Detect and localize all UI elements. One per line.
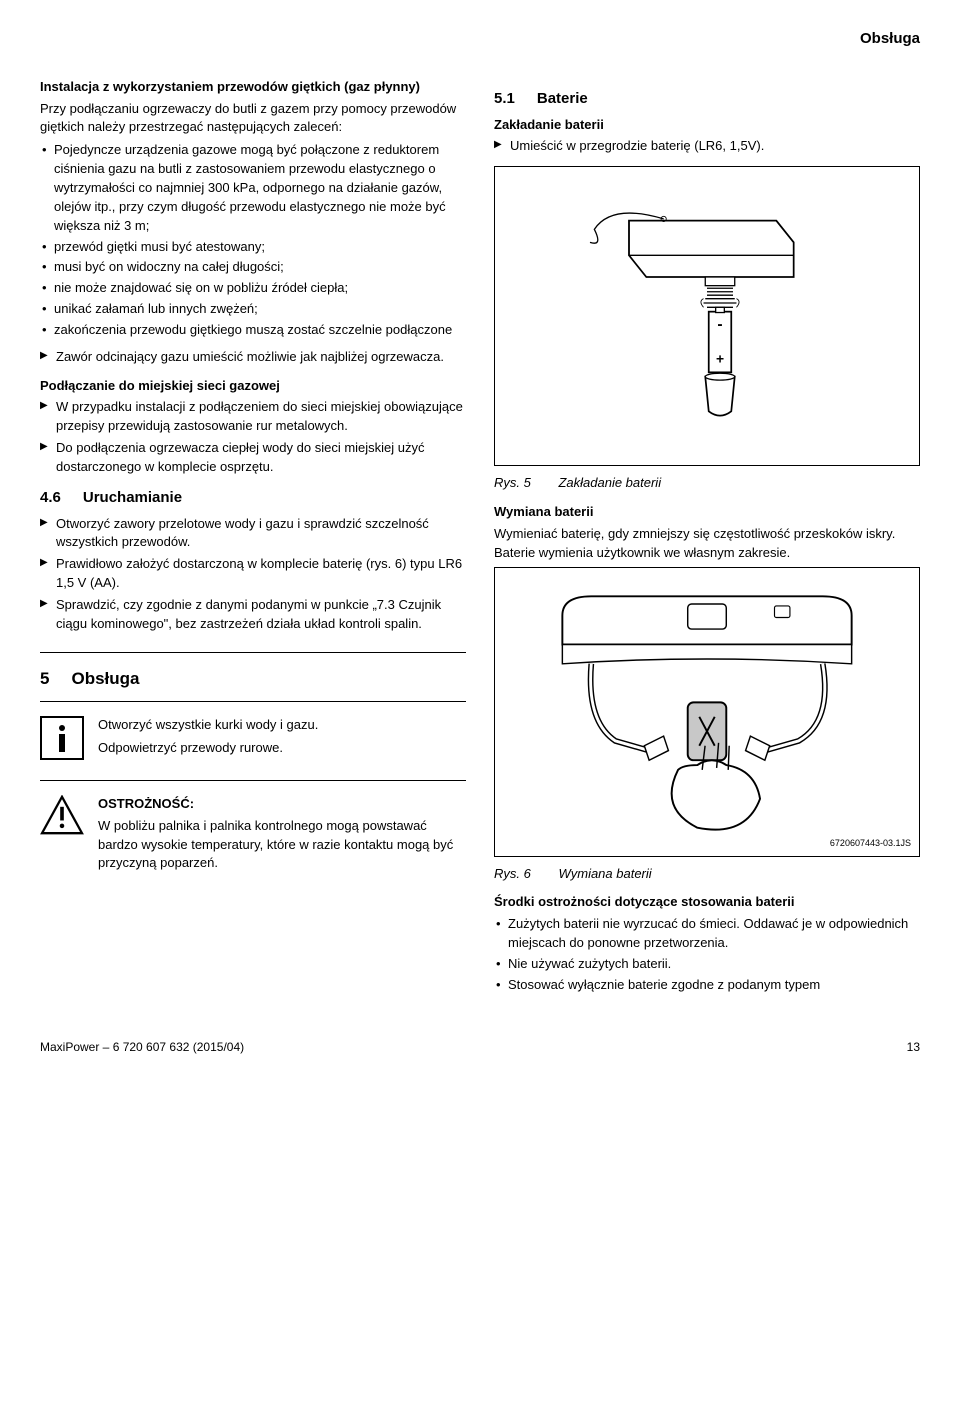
heading-city-gas: Podłączanie do miejskiej sieci gazowej — [40, 377, 466, 396]
footer-page-number: 13 — [907, 1039, 920, 1056]
list-item: nie może znajdować się on w pobliżu źród… — [40, 279, 466, 298]
list-item: przewód giętki musi być atestowany; — [40, 238, 466, 257]
valve-instruction: Zawór odcinający gazu umieścić możliwie … — [40, 348, 466, 367]
section-number: 5 — [40, 667, 49, 692]
section-number: 5.1 — [494, 88, 515, 110]
city-gas-list: W przypadku instalacji z podłączeniem do… — [40, 398, 466, 476]
figure-title: Wymiana baterii — [558, 866, 651, 881]
flex-install-list: Pojedyncze urządzenia gazowe mogą być po… — [40, 141, 466, 339]
section-5: 5 Obsługa — [40, 667, 466, 692]
battery-safety-list: Zużytych baterii nie wyrzucać do śmieci.… — [494, 915, 920, 994]
heading-battery-safety: Środki ostrożności dotyczące stosowania … — [494, 893, 920, 912]
warning-title: OSTROŻNOŚĆ: — [98, 795, 466, 814]
list-item: Umieścić w przegrodzie baterię (LR6, 1,5… — [494, 137, 920, 156]
section-title: Uruchamianie — [83, 487, 182, 509]
warning-box: OSTROŻNOŚĆ: W pobliżu palnika i palnika … — [40, 795, 466, 877]
para-flex-install: Przy podłączaniu ogrzewaczy do butli z g… — [40, 100, 466, 138]
list-item: Zawór odcinający gazu umieścić możliwie … — [40, 348, 466, 367]
list-item: W przypadku instalacji z podłączeniem do… — [40, 398, 466, 436]
heading-battery-install: Zakładanie baterii — [494, 116, 920, 135]
footer-left: MaxiPower – 6 720 607 632 (2015/04) — [40, 1039, 244, 1056]
heading-flex-install: Instalacja z wykorzystaniem przewodów gi… — [40, 78, 466, 97]
figure-5-caption: Rys. 5 Zakładanie baterii — [494, 474, 920, 493]
list-item: Sprawdzić, czy zgodnie z danymi podanymi… — [40, 596, 466, 634]
divider — [40, 780, 466, 781]
page-footer: MaxiPower – 6 720 607 632 (2015/04) 13 — [40, 1039, 920, 1056]
list-item: Stosować wyłącznie baterie zgodne z poda… — [494, 976, 920, 995]
figure-5: - + — [494, 166, 920, 466]
section-title: Baterie — [537, 88, 588, 110]
list-item: musi być on widoczny na całej długości; — [40, 258, 466, 277]
page-header: Obsługa — [40, 28, 920, 50]
heading-battery-replace: Wymiana baterii — [494, 503, 920, 522]
warning-icon — [40, 795, 84, 835]
svg-text:-: - — [717, 316, 722, 333]
list-item: Pojedyncze urządzenia gazowe mogą być po… — [40, 141, 466, 235]
right-column: 5.1 Baterie Zakładanie baterii Umieścić … — [494, 78, 920, 1003]
svg-text:+: + — [716, 351, 724, 367]
battery-diagram-icon: - + — [577, 186, 837, 446]
section-title: Obsługa — [71, 667, 139, 692]
list-item: Zużytych baterii nie wyrzucać do śmieci.… — [494, 915, 920, 953]
info-text: Odpowietrzyć przewody rurowe. — [98, 739, 318, 758]
left-column: Instalacja z wykorzystaniem przewodów gi… — [40, 78, 466, 1003]
figure-6-caption: Rys. 6 Wymiana baterii — [494, 865, 920, 884]
list-item: Prawidłowo założyć dostarczoną w komplec… — [40, 555, 466, 593]
figure-6: 6720607443-03.1JS — [494, 567, 920, 857]
battery-install-list: Umieścić w przegrodzie baterię (LR6, 1,5… — [494, 137, 920, 156]
warning-text: W pobliżu palnika i palnika kontrolnego … — [98, 817, 466, 874]
info-icon — [40, 716, 84, 760]
divider — [40, 701, 466, 702]
divider — [40, 652, 466, 653]
section-5-1: 5.1 Baterie — [494, 88, 920, 110]
battery-replace-diagram-icon — [527, 577, 887, 847]
list-item: zakończenia przewodu giętkiego muszą zos… — [40, 321, 466, 340]
info-text: Otworzyć wszystkie kurki wody i gazu. — [98, 716, 318, 735]
figure-label: Rys. 6 — [494, 866, 531, 881]
para-battery-replace: Wymieniać baterię, gdy zmniejszy się czę… — [494, 525, 920, 563]
list-item: Otworzyć zawory przelotowe wody i gazu i… — [40, 515, 466, 553]
startup-list: Otworzyć zawory przelotowe wody i gazu i… — [40, 515, 466, 634]
figure-label: Rys. 5 — [494, 475, 531, 490]
section-4-6: 4.6 Uruchamianie — [40, 487, 466, 509]
list-item: Do podłączenia ogrzewacza ciepłej wody d… — [40, 439, 466, 477]
list-item: Nie używać zużytych baterii. — [494, 955, 920, 974]
figure-code: 6720607443-03.1JS — [830, 837, 911, 850]
section-number: 4.6 — [40, 487, 61, 509]
info-box: Otworzyć wszystkie kurki wody i gazu. Od… — [40, 716, 466, 762]
list-item: unikać załamań lub innych zwężeń; — [40, 300, 466, 319]
figure-title: Zakładanie baterii — [558, 475, 661, 490]
